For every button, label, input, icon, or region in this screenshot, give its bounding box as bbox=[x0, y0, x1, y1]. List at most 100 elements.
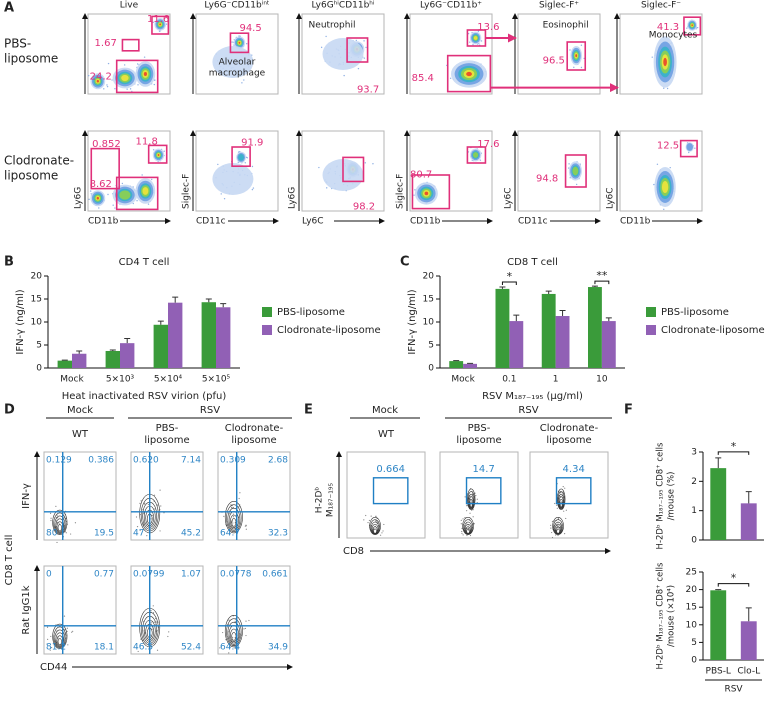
density bbox=[466, 72, 472, 76]
quadrant-percent: 18.1 bbox=[94, 643, 114, 653]
density bbox=[238, 154, 244, 161]
condition-label: WT bbox=[378, 429, 395, 440]
y-axis-label: H-2Dᵇ M₁₈₇₋₁₉₅ CD8⁺ cells bbox=[656, 442, 666, 549]
event-dot bbox=[564, 533, 565, 534]
event-dot bbox=[148, 504, 149, 505]
x-axis-label: CD11b bbox=[410, 217, 441, 227]
density bbox=[663, 58, 667, 66]
event-dot bbox=[466, 510, 467, 511]
event-dot bbox=[141, 174, 142, 175]
error-bar bbox=[715, 590, 721, 591]
y-tick-label: 0 bbox=[691, 536, 697, 546]
event-dot bbox=[130, 88, 131, 89]
population-name: Neutrophil bbox=[309, 21, 356, 31]
gate-percent: 0.852 bbox=[92, 139, 121, 150]
event-dot bbox=[66, 532, 67, 533]
event-dot bbox=[47, 627, 48, 628]
error-bar bbox=[746, 608, 752, 621]
event-dot bbox=[694, 147, 695, 148]
event-dot bbox=[363, 40, 364, 41]
event-dot bbox=[153, 605, 154, 606]
event-dot bbox=[159, 490, 160, 491]
event-dot bbox=[223, 516, 224, 517]
event-dot bbox=[153, 149, 154, 150]
quadrant-percent: 0.661 bbox=[262, 570, 288, 580]
event-dot bbox=[581, 67, 582, 68]
event-dot bbox=[50, 513, 51, 514]
event-dot bbox=[90, 190, 91, 191]
density bbox=[323, 38, 364, 70]
y-axis-label: H-2Dᵇ M₁₈₇₋₁₉₅ CD8⁺ cells bbox=[656, 562, 666, 669]
gate-percent: 13.6 bbox=[477, 22, 499, 33]
density bbox=[474, 36, 477, 40]
condition-label: PBS- bbox=[468, 423, 491, 434]
event-dot bbox=[154, 622, 155, 623]
population-name: Eosinophil bbox=[543, 21, 589, 31]
quadrant-percent: 7.14 bbox=[181, 456, 201, 466]
bar bbox=[509, 321, 523, 368]
event-dot bbox=[469, 513, 470, 514]
event-dot bbox=[450, 78, 451, 79]
quadrant-percent: 1.07 bbox=[181, 570, 201, 580]
y-tick-label: 10 bbox=[686, 620, 698, 630]
event-dot bbox=[229, 513, 230, 514]
event-dot bbox=[551, 532, 552, 533]
condition-label: Clodronate- bbox=[225, 423, 284, 434]
event-dot bbox=[557, 508, 558, 509]
error-bar bbox=[499, 287, 505, 289]
gate-percent: 1.67 bbox=[95, 38, 117, 49]
quadrant-percent: 81.2 bbox=[46, 643, 66, 653]
bar bbox=[72, 354, 86, 368]
chart-title: CD4 T cell bbox=[119, 257, 170, 268]
quadrant-percent: 0.129 bbox=[46, 456, 72, 466]
gate-percent: 17.6 bbox=[477, 139, 499, 150]
legend-swatch bbox=[646, 307, 656, 317]
event-dot bbox=[367, 522, 368, 523]
event-dot bbox=[217, 164, 218, 165]
quadrant-percent: 19.5 bbox=[94, 529, 114, 539]
column-title: Ly6G⁻CD11bⁱⁿᵗ bbox=[204, 1, 270, 11]
x-tick-label: 5×10³ bbox=[106, 375, 135, 385]
legend-label: Clodronate-liposome bbox=[277, 325, 381, 336]
event-dot bbox=[565, 518, 566, 519]
event-dot bbox=[146, 535, 147, 536]
event-dot bbox=[358, 68, 359, 69]
x-axis-label: RSV M₁₈₇₋₁₉₅ (μg/ml) bbox=[482, 391, 583, 402]
error-bar bbox=[110, 350, 116, 351]
event-dot bbox=[558, 518, 559, 519]
event-dot bbox=[139, 503, 140, 504]
event-dot bbox=[356, 40, 357, 41]
event-dot bbox=[245, 162, 246, 163]
condition-label: liposome bbox=[231, 435, 276, 446]
panel-letter: B bbox=[4, 255, 14, 270]
event-dot bbox=[464, 517, 465, 518]
side-label: CD8 T cell bbox=[4, 535, 15, 586]
event-dot bbox=[413, 194, 414, 195]
x-tick-label: Clo-L bbox=[737, 667, 760, 677]
significance: ** bbox=[596, 269, 608, 282]
event-dot bbox=[114, 207, 115, 208]
event-dot bbox=[470, 535, 471, 536]
legend-label: PBS-liposome bbox=[277, 307, 345, 318]
event-dot bbox=[461, 523, 462, 524]
density bbox=[142, 187, 148, 195]
panel-letter: E bbox=[304, 403, 313, 418]
density bbox=[121, 75, 128, 81]
event-dot bbox=[136, 516, 137, 517]
x-axis-label: CD44 bbox=[40, 662, 67, 673]
quadrant-percent: 34.9 bbox=[268, 643, 288, 653]
x-tick-label: Mock bbox=[451, 375, 475, 385]
event-dot bbox=[343, 75, 344, 76]
y-tick-label: 0 bbox=[428, 364, 434, 374]
event-dot bbox=[382, 530, 383, 531]
y-axis-label: /mouse (×10⁴) bbox=[667, 585, 677, 647]
y-tick-label: 5 bbox=[691, 638, 697, 648]
row-label: liposome bbox=[4, 52, 58, 66]
row-label: liposome bbox=[4, 169, 58, 183]
y-axis-label: Ly6C bbox=[504, 187, 514, 209]
event-dot bbox=[461, 531, 462, 532]
event-dot bbox=[70, 533, 71, 534]
error-bar bbox=[592, 286, 598, 287]
bar bbox=[216, 307, 230, 368]
event-dot bbox=[576, 184, 577, 185]
